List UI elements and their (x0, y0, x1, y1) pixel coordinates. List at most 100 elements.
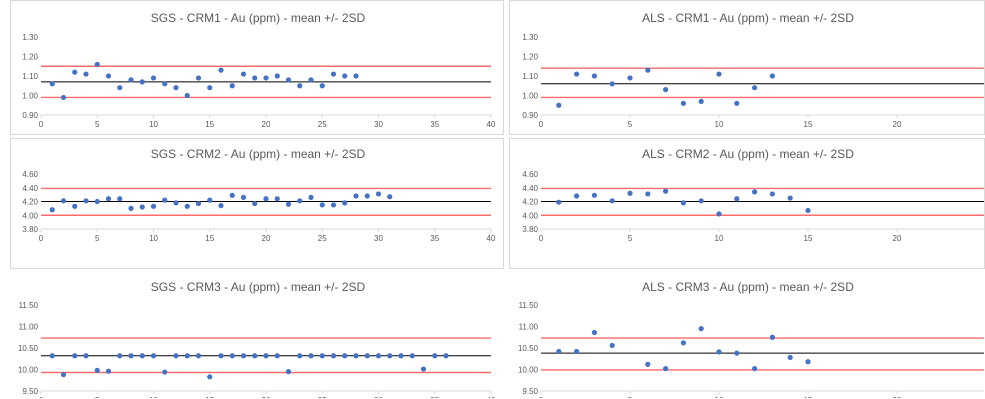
chart-svg: ALS - CRM3 - Au (ppm) - mean +/- 2SD 9.50… (518, 280, 984, 399)
data-point (787, 354, 793, 361)
data-point (207, 374, 213, 380)
data-point (150, 75, 157, 81)
data-point (769, 73, 775, 79)
x-tick-label: 0 (39, 120, 44, 129)
data-point (139, 79, 145, 85)
y-tick-label: 9.50 (22, 387, 38, 396)
data-point (353, 73, 359, 79)
x-tick-label: 0 (539, 120, 544, 129)
y-tick-label: 1.20 (522, 53, 538, 62)
data-point (218, 353, 224, 359)
data-point (49, 353, 55, 359)
data-point (787, 195, 793, 201)
x-tick-label: 10 (149, 120, 158, 129)
y-tick-label: 9.50 (522, 387, 538, 396)
data-point (330, 71, 337, 77)
data-point (117, 196, 123, 202)
data-point (680, 200, 686, 206)
data-point (752, 189, 758, 195)
y-tick-label: 1.10 (522, 72, 538, 81)
y-tick-label: 4.60 (522, 170, 538, 179)
data-point (805, 359, 811, 365)
y-tick-label: 1.30 (22, 33, 38, 42)
y-tick-label: 3.80 (522, 225, 538, 234)
data-point (128, 205, 134, 211)
data-point (716, 71, 722, 77)
y-tick-label: 0.90 (22, 111, 38, 120)
data-point (162, 81, 168, 87)
data-point (342, 353, 348, 359)
data-point (263, 75, 269, 81)
data-point (195, 200, 202, 207)
data-point (285, 201, 292, 207)
data-point (556, 199, 562, 205)
data-point (207, 197, 213, 203)
y-tick-label: 11.00 (519, 323, 539, 332)
data-point (680, 340, 686, 346)
x-tick-label: 0 (539, 396, 544, 399)
y-tick-label: 11.00 (19, 323, 39, 332)
chart-title: SGS - CRM2 - Au (ppm) - mean +/- 2SD (151, 147, 366, 161)
data-point (49, 81, 55, 87)
data-point (229, 192, 235, 198)
data-point (645, 191, 651, 197)
data-point (218, 203, 224, 209)
data-point (162, 197, 168, 203)
x-tick-label: 0 (539, 234, 544, 243)
x-tick-label: 35 (430, 120, 439, 129)
data-point (229, 83, 235, 89)
data-point (60, 94, 67, 101)
chart-panel-als-crm3: ALS - CRM3 - Au (ppm) - mean +/- 2SD 9.50… (509, 274, 985, 399)
data-point (609, 198, 615, 204)
data-point (609, 81, 615, 87)
data-point (218, 67, 224, 73)
x-tick-label: 15 (804, 396, 813, 399)
y-tick-label: 10.00 (518, 366, 539, 375)
data-point (353, 353, 359, 359)
y-tick-label: 1.10 (22, 72, 38, 81)
data-point (698, 198, 704, 204)
data-point (734, 196, 740, 202)
data-point (308, 353, 314, 359)
data-point (173, 200, 179, 206)
data-point (72, 69, 78, 75)
y-tick-label: 4.40 (522, 184, 538, 193)
data-point (207, 85, 213, 91)
data-point (342, 73, 348, 79)
x-tick-label: 10 (715, 234, 724, 243)
x-tick-label: 35 (430, 396, 439, 399)
data-point (319, 202, 325, 208)
y-tick-label: 10.00 (18, 366, 39, 375)
x-tick-label: 20 (893, 396, 902, 399)
y-tick-label: 3.80 (22, 225, 38, 234)
chart-title: ALS - CRM1 - Au (ppm) - mean +/- 2SD (642, 11, 854, 25)
data-point (387, 353, 393, 359)
data-point (330, 202, 337, 208)
x-tick-label: 0 (39, 234, 44, 243)
data-point (364, 353, 370, 359)
data-point (252, 353, 258, 359)
data-point (263, 353, 269, 359)
data-point (285, 369, 292, 375)
data-point (752, 85, 758, 91)
data-point (556, 102, 562, 108)
data-point (698, 326, 704, 332)
data-point (574, 193, 580, 199)
data-point (252, 200, 258, 207)
data-point (72, 203, 78, 209)
x-tick-label: 30 (374, 234, 383, 243)
data-point (173, 353, 179, 359)
x-tick-label: 25 (318, 120, 327, 129)
x-tick-label: 15 (804, 120, 813, 129)
data-point (252, 75, 258, 81)
data-point (274, 196, 280, 202)
x-tick-label: 10 (149, 396, 158, 399)
y-tick-label: 4.60 (22, 170, 38, 179)
data-point (591, 192, 597, 198)
x-tick-label: 10 (149, 234, 158, 243)
chart-panel-sgs-crm2: SGS - CRM2 - Au (ppm) - mean +/- 2SD 3.80… (10, 138, 504, 269)
x-tick-label: 20 (893, 234, 902, 243)
data-point (150, 353, 157, 359)
data-point (398, 353, 404, 359)
chart-svg: SGS - CRM1 - Au (ppm) - mean +/- 2SD 0.90… (22, 11, 496, 129)
